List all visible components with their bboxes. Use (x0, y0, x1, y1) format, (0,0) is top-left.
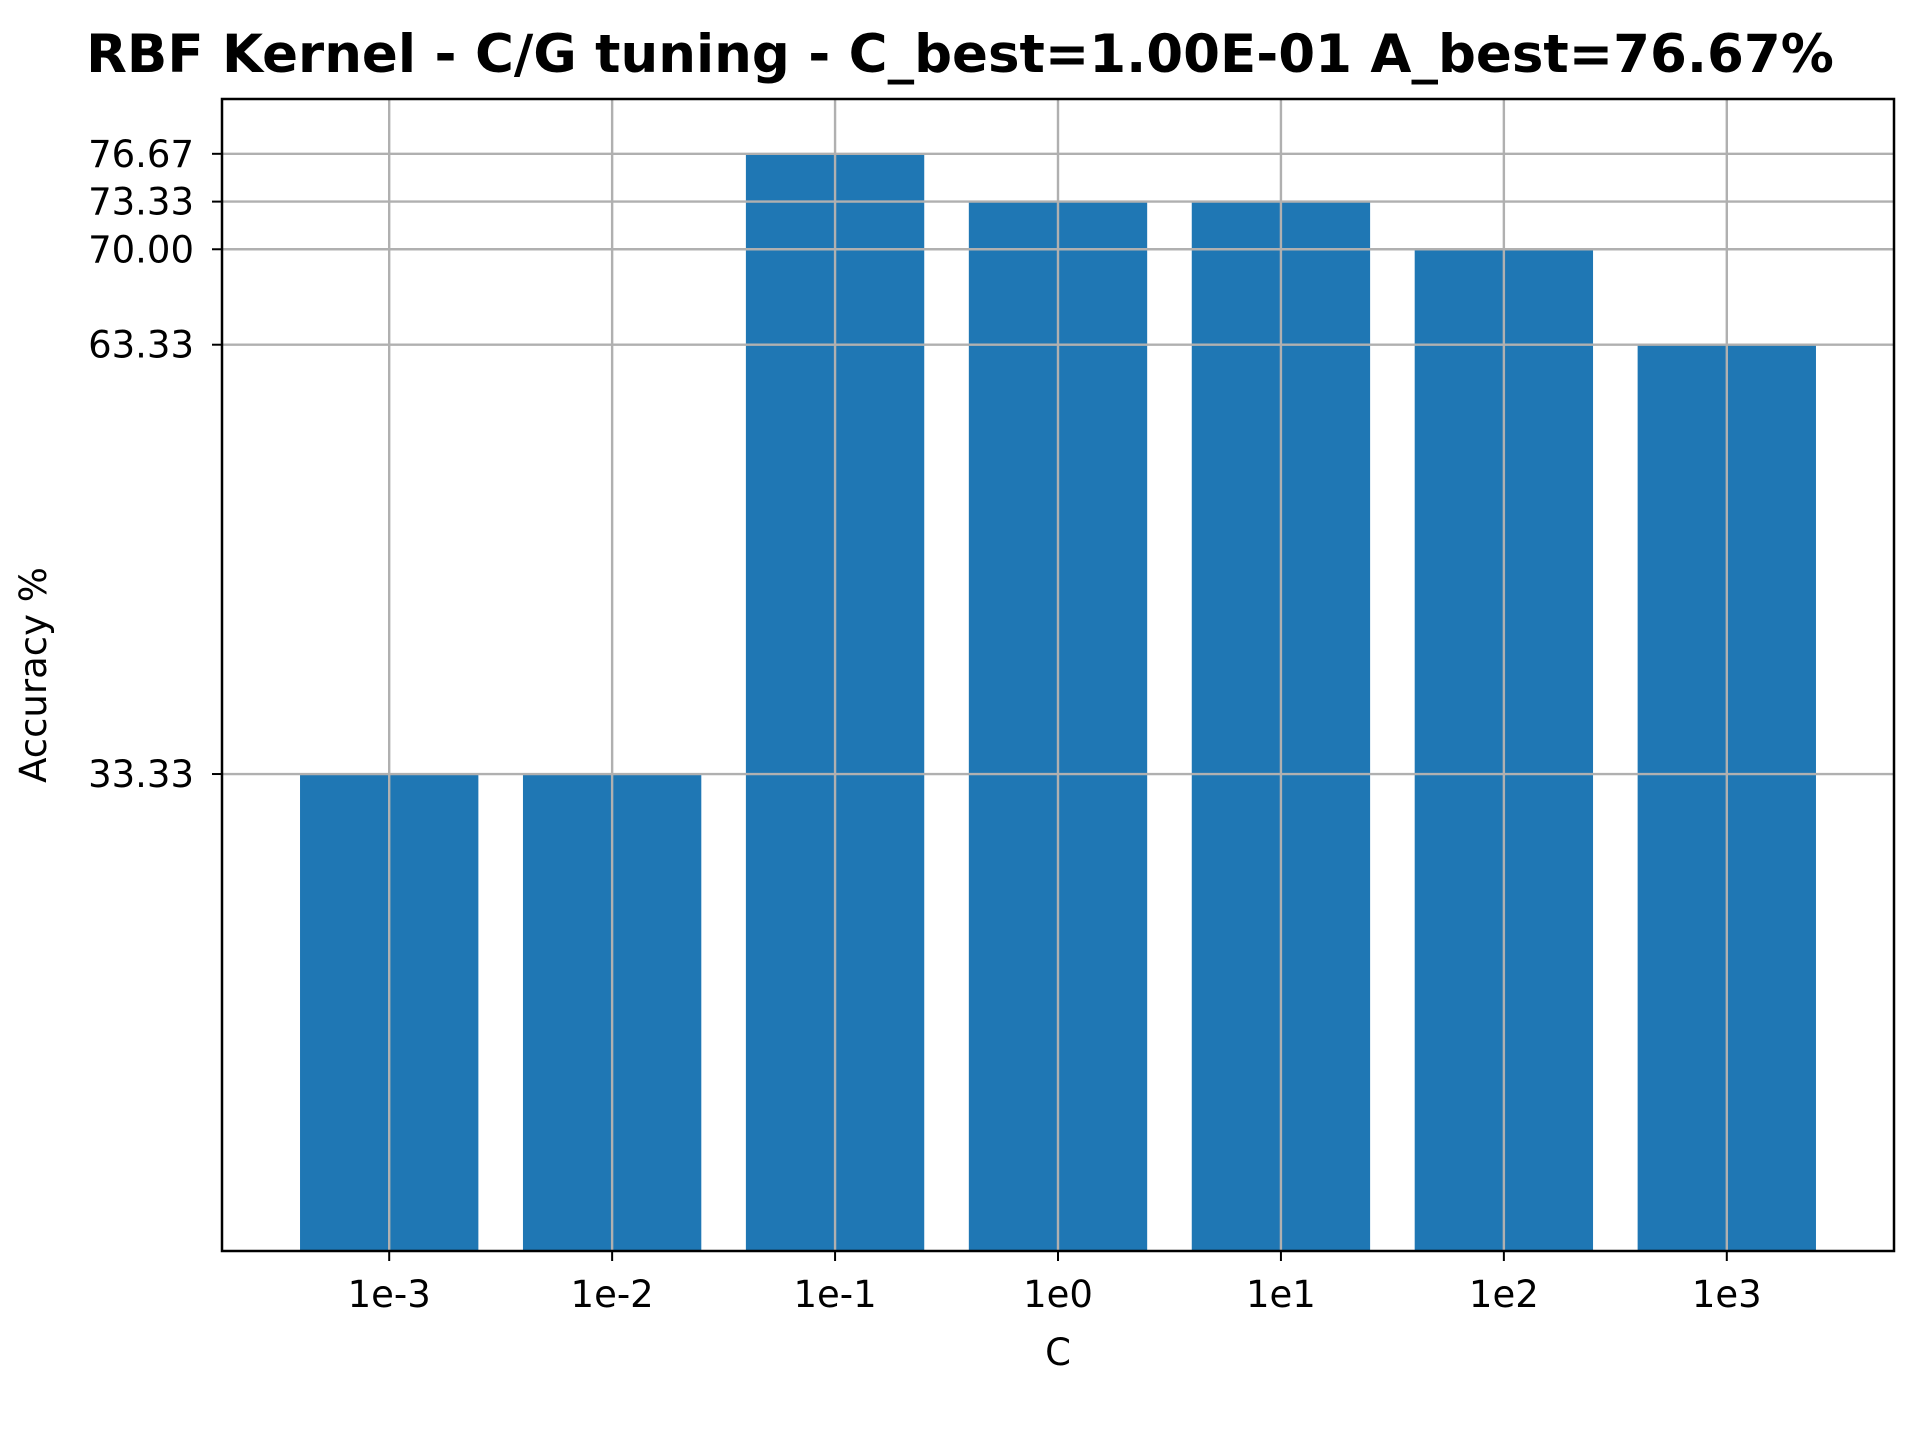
axis-ticks: 1e-3 1e-2 1e-1 1e0 1e1 1e2 1e333.3363.3370.007… (88, 133, 1762, 1316)
x-tick-label: 1e-3 (348, 1273, 431, 1316)
chart-title: RBF Kernel - C/G tuning - C_best=1.00E-0… (86, 24, 1834, 85)
x-tick-label: 1e-1 (793, 1273, 876, 1316)
y-tick-label: 33.33 (88, 753, 194, 796)
x-tick-label: 1e1 (1246, 1273, 1316, 1316)
x-axis-label: C (1045, 1331, 1071, 1374)
y-tick-label: 70.00 (88, 228, 194, 271)
x-tick-label: 1e-2 (571, 1273, 654, 1316)
x-tick-label: 1e3 (1692, 1273, 1762, 1316)
y-tick-label: 76.67 (88, 133, 194, 176)
y-axis-label: Accuracy % (12, 567, 55, 783)
x-tick-label: 1e2 (1469, 1273, 1539, 1316)
y-tick-label: 73.33 (88, 181, 194, 224)
plot-area-frame (220, 97, 1896, 1253)
x-tick-label: 1e0 (1023, 1273, 1093, 1316)
y-tick-label: 63.33 (88, 324, 194, 367)
grid-lines-overlay (222, 99, 1894, 1251)
